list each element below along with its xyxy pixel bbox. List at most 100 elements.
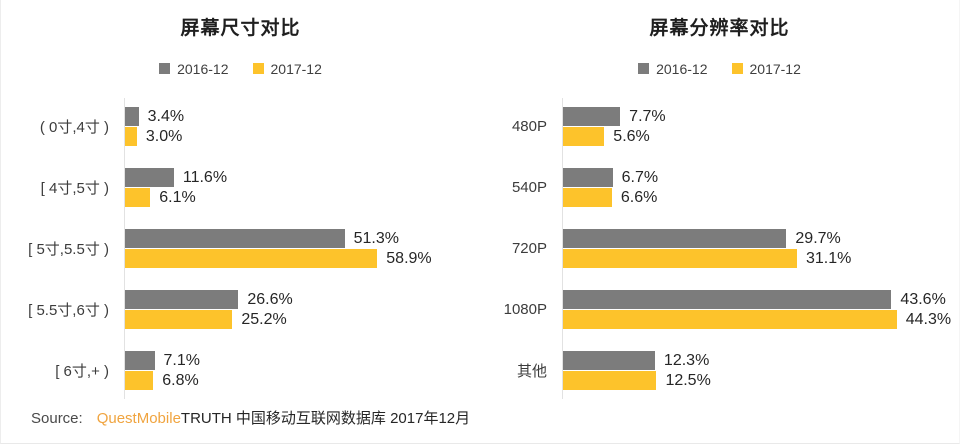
bar-group: 7.7% 5.6% [562,107,959,146]
chart-row: 1080P 43.6% 44.3% [480,279,959,340]
legend-item-2017-12: 2017-12 [731,60,801,77]
bar-2017-12 [562,371,657,390]
value-label: 6.8% [162,371,199,389]
value-label: 7.7% [629,107,666,125]
bar-line-2016-12: 7.1% [124,351,480,370]
bar-2016-12 [562,168,613,187]
bar-2017-12 [124,249,378,268]
chart-resolution: 屏幕分辨率对比 2016-12 2017-12 480P 7.7% 5.6% 540P 6… [480,0,959,401]
value-label: 6.1% [159,188,196,206]
bar-group: 11.6% 6.1% [124,168,480,207]
bar-group: 6.7% 6.6% [562,168,959,207]
bar-line-2017-12: 6.6% [562,188,959,207]
value-label: 43.6% [900,290,946,308]
chart-row: ( 0寸,4寸 ) 3.4% 3.0% [1,96,480,157]
category-label: ( 0寸,4寸 ) [39,119,109,136]
legend-label: 2017-12 [270,60,322,77]
category-label: 其他 [516,363,547,380]
bar-2016-12 [124,107,139,126]
category-label: 720P [511,240,547,257]
chart-row: [ 5寸,5.5寸 ) 51.3% 58.9% [1,218,480,279]
source-brand-questmobile: QuestMobile [96,410,181,427]
bar-2017-12 [124,310,233,329]
source-text: TRUTH 中国移动互联网数据库 2017年12月 [180,410,471,427]
bar-group: 26.6% 25.2% [124,290,480,329]
legend-item-2016-12: 2016-12 [159,60,229,77]
bar-group: 51.3% 58.9% [124,229,480,268]
legend-item-2017-12: 2017-12 [252,60,322,77]
value-label: 29.7% [795,229,841,247]
bar-2017-12 [562,127,605,146]
chart-plot-screen-size: ( 0寸,4寸 ) 3.4% 3.0% [ 4寸,5寸 ) 11.6% 6.1% [ 5寸,… [1,96,480,401]
bar-line-2016-12: 29.7% [562,229,959,248]
value-label: 7.1% [163,351,200,369]
bar-2016-12 [124,351,155,370]
y-axis-line [562,98,563,399]
bar-line-2017-12: 58.9% [124,249,480,268]
category-label: 480P [511,118,547,135]
bar-line-2016-12: 12.3% [562,351,959,370]
chart-row: 480P 7.7% 5.6% [480,96,959,157]
chart-plot-resolution: 480P 7.7% 5.6% 540P 6.7% 6.6% 720P 29.7% 31.1% 10… [480,96,959,401]
bar-line-2017-12: 44.3% [562,310,959,329]
chart-row: [ 6寸,+ ) 7.1% 6.8% [1,340,480,401]
bar-line-2016-12: 11.6% [124,168,480,187]
bar-line-2016-12: 51.3% [124,229,480,248]
bar-2017-12 [562,188,612,207]
legend-label: 2016-12 [656,60,708,77]
bar-line-2016-12: 6.7% [562,168,959,187]
value-label: 58.9% [386,249,432,267]
bar-2017-12 [562,249,797,268]
legend-swatch-icon [731,63,743,74]
chart-screen-size: 屏幕尺寸对比 2016-12 2017-12 ( 0寸,4寸 ) 3.4% 3.0% [… [1,0,480,401]
chart-title-screen-size: 屏幕尺寸对比 [180,18,301,39]
value-label: 12.5% [665,371,711,389]
source-line: Source: QuestMobileTRUTH 中国移动互联网数据库 2017年… [31,407,959,428]
bar-line-2016-12: 3.4% [124,107,480,126]
value-label: 3.0% [145,127,183,145]
value-label: 51.3% [353,229,399,247]
bar-2016-12 [562,290,892,309]
chart-row: 540P 6.7% 6.6% [480,157,959,218]
legend-label: 2017-12 [749,60,801,77]
bar-line-2017-12: 31.1% [562,249,959,268]
bar-2016-12 [124,229,345,248]
value-label: 11.6% [182,168,228,186]
bar-line-2016-12: 26.6% [124,290,480,309]
category-label: [ 6寸,+ ) [55,363,109,380]
bar-line-2016-12: 7.7% [562,107,959,126]
bar-line-2017-12: 3.0% [124,127,480,146]
legend-swatch-icon [159,63,171,74]
chart-title-resolution: 屏幕分辨率对比 [649,18,790,39]
bar-line-2017-12: 25.2% [124,310,480,329]
bar-group: 12.3% 12.5% [562,351,959,390]
bar-2016-12 [124,168,174,187]
bar-2016-12 [562,351,655,370]
category-label: 540P [511,179,547,196]
source-label: Source: [31,410,83,427]
bar-line-2016-12: 43.6% [562,290,959,309]
bar-2017-12 [124,188,151,207]
bar-group: 29.7% 31.1% [562,229,959,268]
bar-2016-12 [562,229,787,248]
bar-line-2017-12: 5.6% [562,127,959,146]
value-label: 6.7% [621,168,659,186]
legend-swatch-icon [252,63,264,74]
charts-container: 屏幕尺寸对比 2016-12 2017-12 ( 0寸,4寸 ) 3.4% 3.0% [… [1,0,959,401]
chart-row: 720P 29.7% 31.1% [480,218,959,279]
bar-2016-12 [562,107,621,126]
value-label: 5.6% [613,127,650,145]
value-label: 31.1% [805,249,852,267]
bar-line-2017-12: 12.5% [562,371,959,390]
bar-group: 43.6% 44.3% [562,290,959,329]
legend-label: 2016-12 [177,60,229,77]
bar-2016-12 [124,290,239,309]
bar-line-2017-12: 6.1% [124,188,480,207]
category-label: [ 4寸,5寸 ) [40,180,109,197]
value-label: 6.6% [620,188,658,206]
chart-row: [ 5.5寸,6寸 ) 26.6% 25.2% [1,279,480,340]
chart-row: 其他 12.3% 12.5% [480,340,959,401]
category-label: [ 5寸,5.5寸 ) [28,241,109,258]
bar-2017-12 [562,310,897,329]
